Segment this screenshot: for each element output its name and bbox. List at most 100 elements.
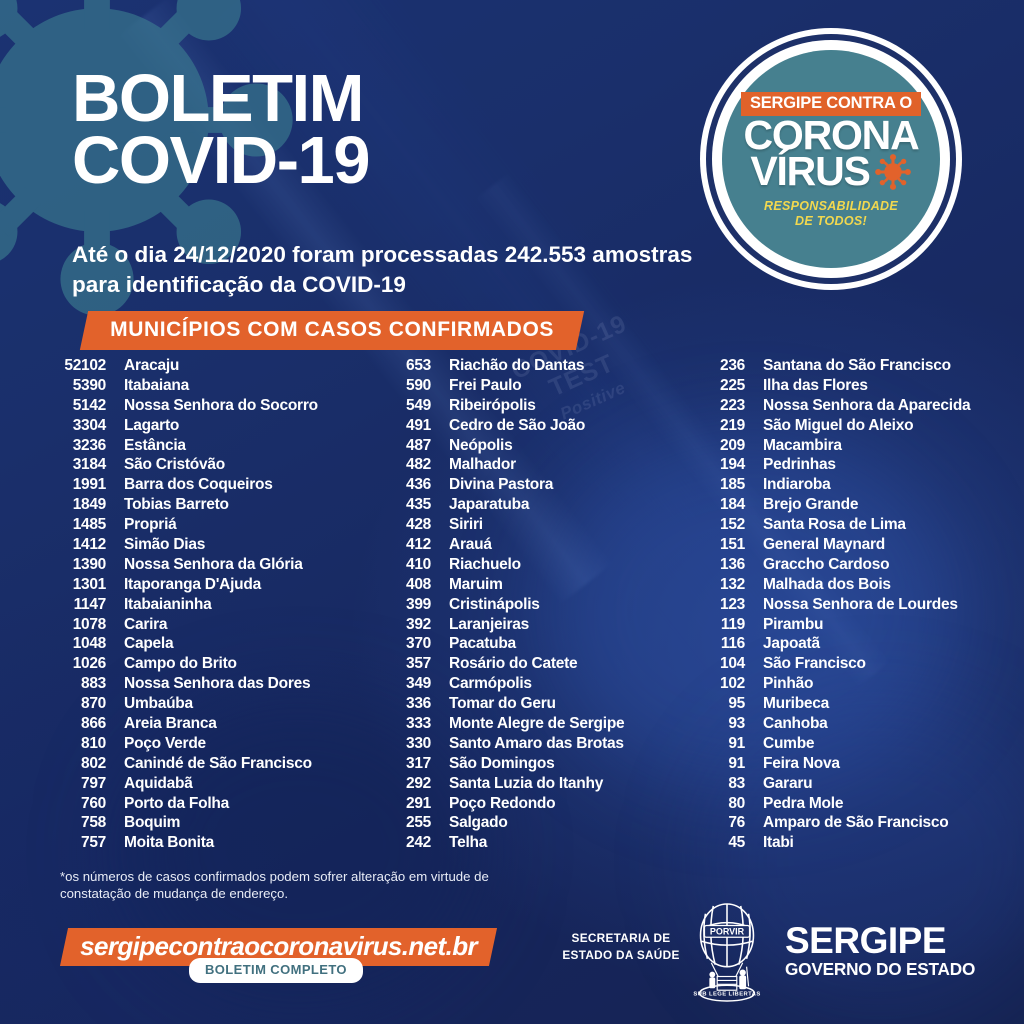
- table-row: 1390 Nossa Senhora da Glória: [48, 556, 378, 576]
- city-name: Moita Bonita: [124, 834, 214, 852]
- case-count: 219: [720, 416, 745, 434]
- city-name: Japoatã: [763, 635, 820, 653]
- table-row: 209 Macambira: [697, 437, 1017, 457]
- table-row: 3236 Estância: [48, 437, 378, 457]
- city-name: Propriá: [124, 516, 177, 534]
- case-count: 102: [720, 675, 745, 693]
- case-count: 349: [406, 675, 431, 693]
- subtitle-text: Até o dia 24/12/2020 foram processadas 2…: [72, 242, 693, 298]
- city-name: Itabaiana: [124, 376, 189, 394]
- table-row: 132 Malhada dos Bois: [697, 576, 1017, 596]
- logo-top-banner: SERGIPE CONTRA O: [740, 92, 922, 117]
- case-count: 1849: [72, 496, 107, 514]
- case-count: 3304: [72, 416, 107, 434]
- city-name: Cumbe: [763, 734, 815, 752]
- city-name: Poço Redondo: [449, 794, 556, 812]
- case-count: 225: [720, 376, 745, 394]
- city-name: Itabi: [763, 834, 794, 852]
- case-count: 549: [406, 396, 431, 414]
- city-name: Nossa Senhora da Glória: [124, 555, 303, 573]
- case-count: 185: [720, 476, 745, 494]
- city-name: Divina Pastora: [449, 476, 554, 494]
- case-count: 104: [720, 655, 745, 673]
- case-count: 760: [81, 794, 106, 812]
- table-row: 870 Umbaúba: [48, 695, 378, 715]
- table-row: 76 Amparo de São Francisco: [697, 814, 1017, 834]
- case-count: 392: [406, 615, 431, 633]
- table-row: 1301 Itaporanga D'Ajuda: [48, 576, 378, 596]
- table-row: 410 Riachuelo: [383, 556, 693, 576]
- title-line-1: BOLETIM: [72, 61, 364, 136]
- case-count: 5142: [72, 396, 107, 414]
- table-row: 1026 Campo do Brito: [48, 655, 378, 675]
- city-name: Amparo de São Francisco: [763, 814, 949, 832]
- table-row: 236 Santana do São Francisco: [697, 357, 1017, 377]
- case-count: 151: [720, 536, 745, 554]
- city-name: Feira Nova: [763, 754, 840, 772]
- boletim-completo-button[interactable]: BOLETIM COMPLETO: [189, 958, 363, 983]
- city-name: Tomar do Geru: [449, 695, 556, 713]
- case-count: 1412: [72, 536, 107, 554]
- case-count: 95: [728, 695, 745, 713]
- case-count: 80: [728, 794, 745, 812]
- case-count: 1026: [72, 655, 107, 673]
- logo-ring-outer: SERGIPE CONTRA O CORONA VÍRUS: [706, 34, 956, 284]
- logo-ring-inner: SERGIPE CONTRA O CORONA VÍRUS: [712, 40, 950, 278]
- table-row: 3304 Lagarto: [48, 417, 378, 437]
- case-count: 45: [728, 834, 745, 852]
- city-name: Areia Branca: [124, 715, 217, 733]
- table-row: 482 Malhador: [383, 456, 693, 476]
- case-count: 758: [81, 814, 106, 832]
- table-row: 760 Porto da Folha: [48, 795, 378, 815]
- case-count: 491: [406, 416, 431, 434]
- coat-of-arms-ribbon: SUB LEGE LIBERTAS: [693, 992, 760, 998]
- case-count: 653: [406, 357, 431, 374]
- table-row: 1485 Propriá: [48, 516, 378, 536]
- city-name: Pedra Mole: [763, 794, 844, 812]
- case-count: 399: [406, 595, 431, 613]
- secretaria-line-1: SECRETARIA DE: [571, 931, 671, 945]
- city-name: Macambira: [763, 436, 842, 454]
- case-count: 119: [720, 615, 745, 633]
- sergipe-coat-of-arms-icon: PORVIR SUB LEGE LIBERTAS: [678, 898, 776, 1006]
- city-name: Japaratuba: [449, 496, 530, 514]
- table-row: 5390 Itabaiana: [48, 377, 378, 397]
- section-banner-label: MUNICÍPIOS COM CASOS CONFIRMADOS: [110, 318, 554, 341]
- table-row: 225 Ilha das Flores: [697, 377, 1017, 397]
- table-row: 219 São Miguel do Aleixo: [697, 417, 1017, 437]
- case-count: 757: [81, 834, 106, 852]
- case-count: 123: [720, 595, 745, 613]
- case-count: 3236: [72, 436, 107, 454]
- case-count: 76: [728, 814, 745, 832]
- case-count: 482: [406, 456, 431, 474]
- table-row: 491 Cedro de São João: [383, 417, 693, 437]
- case-count: 412: [406, 536, 431, 554]
- case-count: 194: [720, 456, 745, 474]
- case-count: 1390: [72, 555, 107, 573]
- case-count: 1048: [72, 635, 107, 653]
- table-row: 399 Cristinápolis: [383, 596, 693, 616]
- city-name: Laranjeiras: [449, 615, 529, 633]
- logo-virus-row: VÍRUS: [750, 151, 911, 191]
- case-count: 91: [728, 754, 745, 772]
- table-column-2: 653 Riachão do Dantas 590 Frei Paulo 549 Ri…: [383, 357, 693, 854]
- table-row: 392 Laranjeiras: [383, 616, 693, 636]
- coat-of-arms-motto: PORVIR: [710, 927, 745, 937]
- city-name: Barra dos Coqueiros: [124, 476, 273, 494]
- city-name: Campo do Brito: [124, 655, 237, 673]
- table-row: 136 Graccho Cardoso: [697, 556, 1017, 576]
- table-row: 1048 Capela: [48, 635, 378, 655]
- city-name: Santa Luzia do Itanhy: [449, 774, 604, 792]
- case-count: 370: [406, 635, 431, 653]
- city-name: Telha: [449, 834, 488, 852]
- table-row: 45 Itabi: [697, 834, 1017, 854]
- case-count: 870: [81, 695, 106, 713]
- city-name: Nossa Senhora do Socorro: [124, 396, 318, 414]
- case-count: 408: [406, 575, 431, 593]
- logo-tagline-line-2: DE TODOS!: [795, 214, 867, 229]
- table-row: 52102 Aracaju: [48, 357, 378, 377]
- table-row: 223 Nossa Senhora da Aparecida: [697, 397, 1017, 417]
- city-name: Lagarto: [124, 416, 180, 434]
- table-row: 370 Pacatuba: [383, 635, 693, 655]
